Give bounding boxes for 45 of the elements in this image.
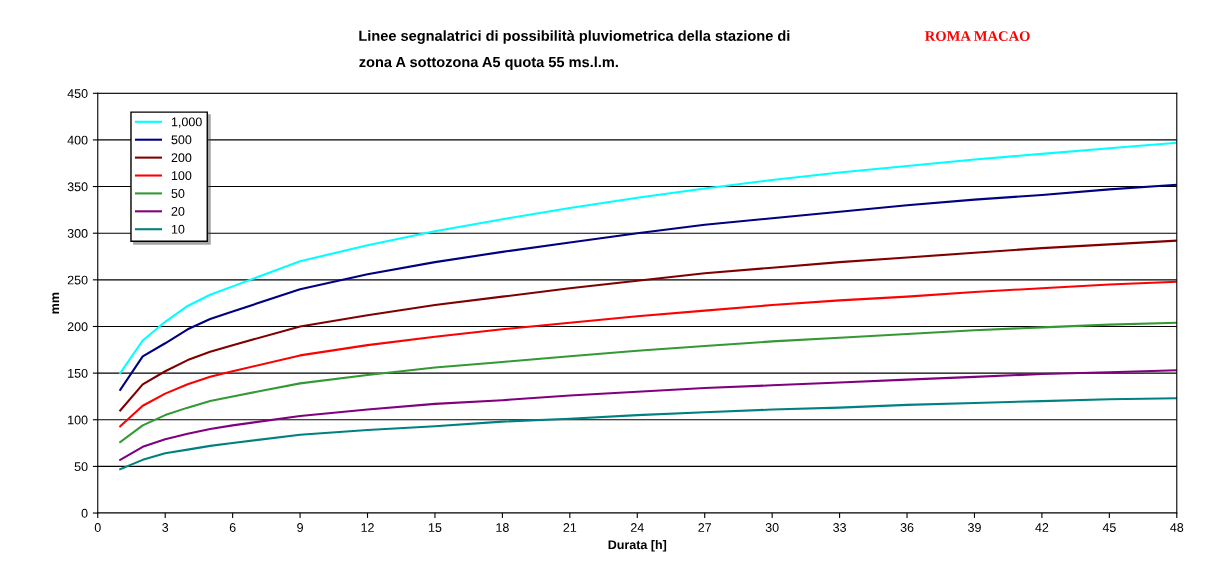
y-tick-label: 450: [67, 89, 88, 98]
x-tick-label: 36: [900, 523, 914, 532]
x-tick-label: 21: [563, 523, 577, 532]
x-tick-label: 42: [1035, 523, 1049, 532]
y-tick-label: 150: [68, 368, 88, 378]
chart-title: Linee segnalatrici di possibilità pluviometrica della stazione di: [359, 30, 790, 44]
legend-label: 100: [171, 171, 192, 181]
legend-label: 1,000: [171, 117, 202, 128]
x-tick-label: 39: [967, 523, 981, 532]
x-tick-label: 30: [765, 523, 779, 532]
y-tick-label: 50: [74, 462, 88, 472]
line-series: [119, 183, 1177, 391]
y-axis-title: mm: [52, 292, 60, 314]
line-series: [119, 321, 1177, 444]
x-tick-label: 24: [630, 523, 644, 532]
line-series: [119, 239, 1177, 412]
x-tick-label: 15: [428, 523, 442, 532]
legend-label: 200: [171, 153, 192, 163]
x-tick-label: 6: [229, 523, 236, 532]
chart-subtitle: zona A sottozona A5 quota 55 ms.l.m.: [359, 56, 618, 71]
x-tick-label: 45: [1102, 523, 1116, 532]
y-tick-label: 400: [67, 135, 88, 145]
legend-label: 500: [171, 135, 192, 145]
x-tick-label: 48: [1170, 523, 1184, 532]
line-series: [119, 369, 1177, 461]
line-series: [119, 280, 1177, 428]
x-tick-label: 0: [94, 523, 101, 532]
line-series: [119, 397, 1177, 471]
legend-label: 50: [171, 189, 185, 198]
y-tick-label: 100: [68, 415, 88, 425]
x-tick-label: 18: [496, 523, 509, 532]
y-tick-label: 200: [67, 322, 88, 332]
x-tick-label: 9: [297, 523, 303, 532]
text: ROMA MACAO: [924, 31, 1030, 41]
legend-label: 20: [171, 206, 185, 216]
x-tick-label: 27: [698, 523, 712, 532]
y-tick-label: 300: [67, 229, 88, 238]
y-tick-label: 250: [67, 275, 88, 285]
x-axis-title: Durata [h]: [608, 539, 667, 552]
legend-label: 10: [171, 224, 185, 234]
y-tick-label: 0: [81, 508, 88, 518]
x-tick-label: 33: [833, 523, 846, 532]
y-tick-label: 350: [67, 182, 88, 192]
x-tick-label: 3: [162, 523, 169, 532]
x-tick-label: 12: [361, 523, 374, 532]
